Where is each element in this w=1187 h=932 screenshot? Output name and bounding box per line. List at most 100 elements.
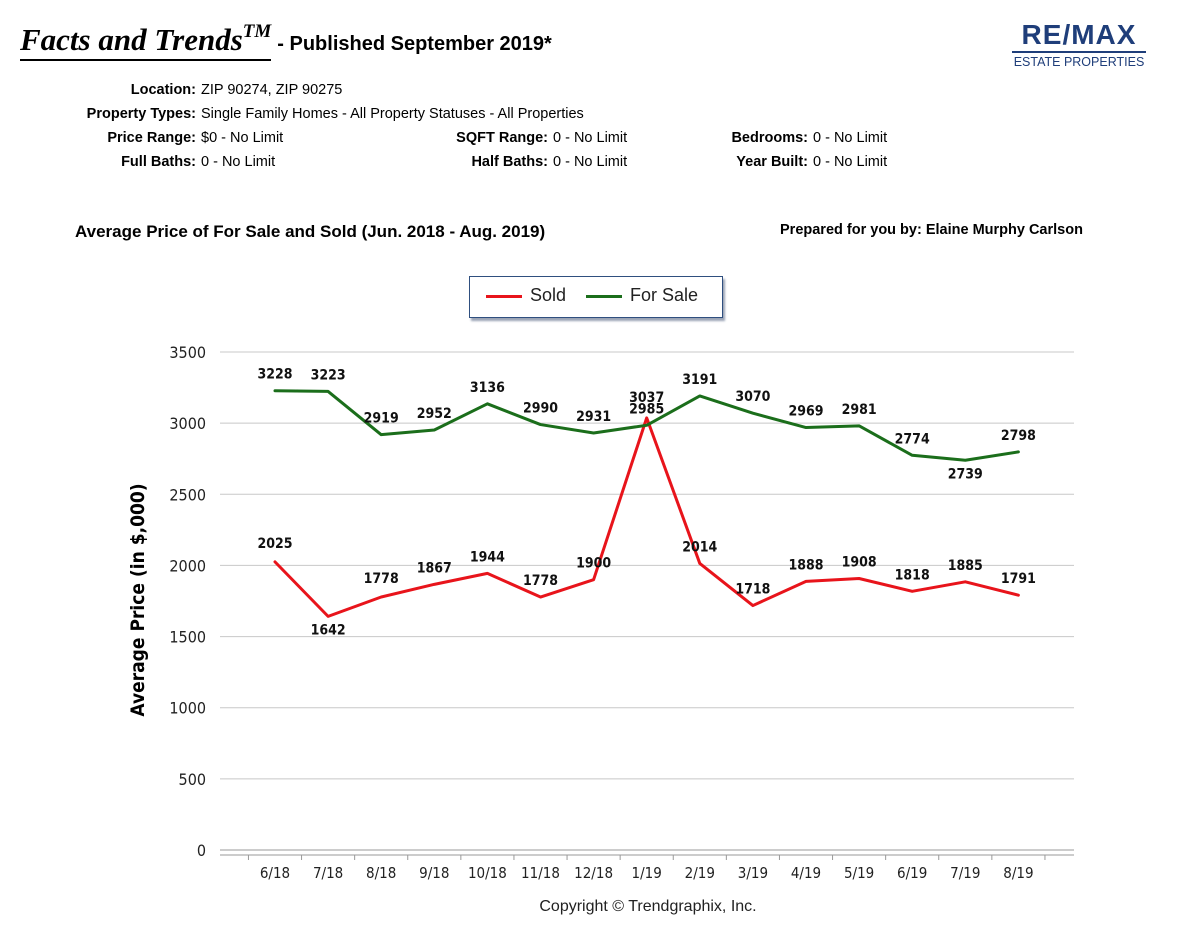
x-tick-label: 1/19 <box>632 864 662 882</box>
data-label: 2798 <box>1001 428 1036 444</box>
x-tick-label: 3/19 <box>738 864 768 882</box>
prepared-by: Prepared for you by: Elaine Murphy Carls… <box>780 222 1083 238</box>
logo-wordmark: RE/MAX <box>1021 19 1137 50</box>
criteria-price-range: Price Range: $0 - No Limit <box>75 129 283 147</box>
data-label: 3037 <box>629 390 664 406</box>
criteria-full-baths: Full Baths: 0 - No Limit <box>75 153 275 171</box>
series-line-for-sale <box>273 389 1020 462</box>
brand-name: Facts and Trends <box>20 22 243 57</box>
location-value: ZIP 90274, ZIP 90275 <box>201 82 343 98</box>
x-tick-label: 8/19 <box>1003 864 1033 882</box>
legend-item-for-sale: For Sale <box>586 285 698 306</box>
criteria-sqft-range: SQFT Range: 0 - No Limit <box>420 129 627 147</box>
full-baths-label: Full Baths: <box>121 154 196 170</box>
criteria-property-types: Property Types: Single Family Homes - All… <box>75 105 584 123</box>
year-built-label: Year Built: <box>736 154 808 170</box>
y-tick-label: 2000 <box>169 556 206 575</box>
data-label: 2774 <box>895 431 930 447</box>
y-tick-label: 0 <box>197 841 206 860</box>
x-tick-label: 2/19 <box>685 864 715 882</box>
criteria-location: Location: ZIP 90274, ZIP 90275 <box>75 81 343 99</box>
data-label: 2981 <box>842 402 877 418</box>
x-tick-label: 7/19 <box>950 864 980 882</box>
data-label: 2985 <box>629 401 664 417</box>
legend-swatch-for-sale <box>586 294 622 298</box>
data-label: 1642 <box>311 622 346 638</box>
y-tick-label: 1500 <box>169 628 206 647</box>
data-label: 3228 <box>257 367 292 383</box>
x-tick-label: 4/19 <box>791 864 821 882</box>
data-label: 2969 <box>788 404 823 420</box>
logo-divider <box>1012 51 1146 53</box>
bedrooms-label: Bedrooms: <box>731 130 808 146</box>
property-types-value: Single Family Homes - All Property Statu… <box>201 106 584 122</box>
data-label: 1778 <box>364 571 399 587</box>
data-label: 2014 <box>682 539 717 555</box>
data-label: 2919 <box>364 411 399 427</box>
legend-label-sold: Sold <box>530 285 567 305</box>
x-tick-label: 8/18 <box>366 864 396 882</box>
published-date: - Published September 2019* <box>277 33 552 55</box>
legend-label-for-sale: For Sale <box>630 285 699 305</box>
data-label: 3191 <box>682 372 717 388</box>
x-tick-label: 9/18 <box>419 864 449 882</box>
x-tick-label: 5/19 <box>844 864 874 882</box>
bedrooms-value: 0 - No Limit <box>813 130 888 146</box>
data-label: 1718 <box>735 582 770 598</box>
data-label: 3223 <box>311 367 346 383</box>
chart-legend: Sold For Sale <box>469 276 723 318</box>
y-tick-label: 2500 <box>169 485 206 504</box>
data-label: 2025 <box>257 536 292 552</box>
price-range-value: $0 - No Limit <box>201 130 284 146</box>
x-tick-label: 6/19 <box>897 864 927 882</box>
year-built-value: 0 - No Limit <box>813 154 888 170</box>
data-label: 3070 <box>735 389 770 405</box>
data-label: 1908 <box>842 555 877 571</box>
criteria-bedrooms: Bedrooms: 0 - No Limit <box>700 129 887 147</box>
property-types-label: Property Types: <box>86 106 196 122</box>
data-label: 2739 <box>948 466 983 482</box>
copyright-notice: Copyright © Trendgraphix, Inc. <box>0 898 1187 916</box>
data-label: 1867 <box>417 560 452 576</box>
data-label: 1818 <box>895 567 930 583</box>
trademark-mark: TM <box>242 20 272 42</box>
data-label: 2952 <box>417 406 452 422</box>
full-baths-value: 0 - No Limit <box>201 154 276 170</box>
series-line-sold <box>273 416 1020 618</box>
criteria-half-baths: Half Baths: 0 - No Limit <box>420 153 627 171</box>
x-tick-label: 12/18 <box>574 864 613 882</box>
sqft-range-value: 0 - No Limit <box>553 130 628 146</box>
chart-title: Average Price of For Sale and Sold (Jun.… <box>75 222 546 241</box>
half-baths-value: 0 - No Limit <box>553 154 628 170</box>
logo-subtitle: ESTATE PROPERTIES <box>1013 55 1145 69</box>
data-label: 1888 <box>788 557 823 573</box>
remax-logo: RE/MAX ESTATE PROPERTIES <box>1012 20 1146 74</box>
report-title: Facts and TrendsTM- Published September … <box>20 20 552 61</box>
data-label: 1885 <box>948 558 983 574</box>
x-tick-label: 7/18 <box>313 864 343 882</box>
y-tick-label: 3500 <box>169 343 206 362</box>
data-label: 1944 <box>470 549 505 565</box>
sqft-range-label: SQFT Range: <box>456 130 548 146</box>
y-tick-label: 3000 <box>169 414 206 433</box>
location-label: Location: <box>130 82 196 98</box>
data-label: 2931 <box>576 409 611 425</box>
y-tick-label: 500 <box>179 770 206 789</box>
x-tick-label: 10/18 <box>468 864 507 882</box>
price-range-label: Price Range: <box>107 130 196 146</box>
data-label: 2990 <box>523 401 558 417</box>
data-label: 1791 <box>1001 571 1036 587</box>
data-label: 1778 <box>523 573 558 589</box>
brand-title: Facts and TrendsTM <box>20 20 272 61</box>
x-tick-label: 11/18 <box>521 864 560 882</box>
data-label: 3136 <box>470 380 505 396</box>
legend-item-sold: Sold <box>486 285 566 306</box>
x-tick-label: 6/18 <box>260 864 290 882</box>
criteria-year-built: Year Built: 0 - No Limit <box>700 153 887 171</box>
y-axis-label: Average Price (in $,000) <box>127 483 149 717</box>
y-tick-label: 1000 <box>169 699 206 718</box>
legend-swatch-sold <box>486 294 522 298</box>
half-baths-label: Half Baths: <box>471 154 548 170</box>
copyright-text: Copyright © Trendgraphix, Inc. <box>539 898 757 915</box>
